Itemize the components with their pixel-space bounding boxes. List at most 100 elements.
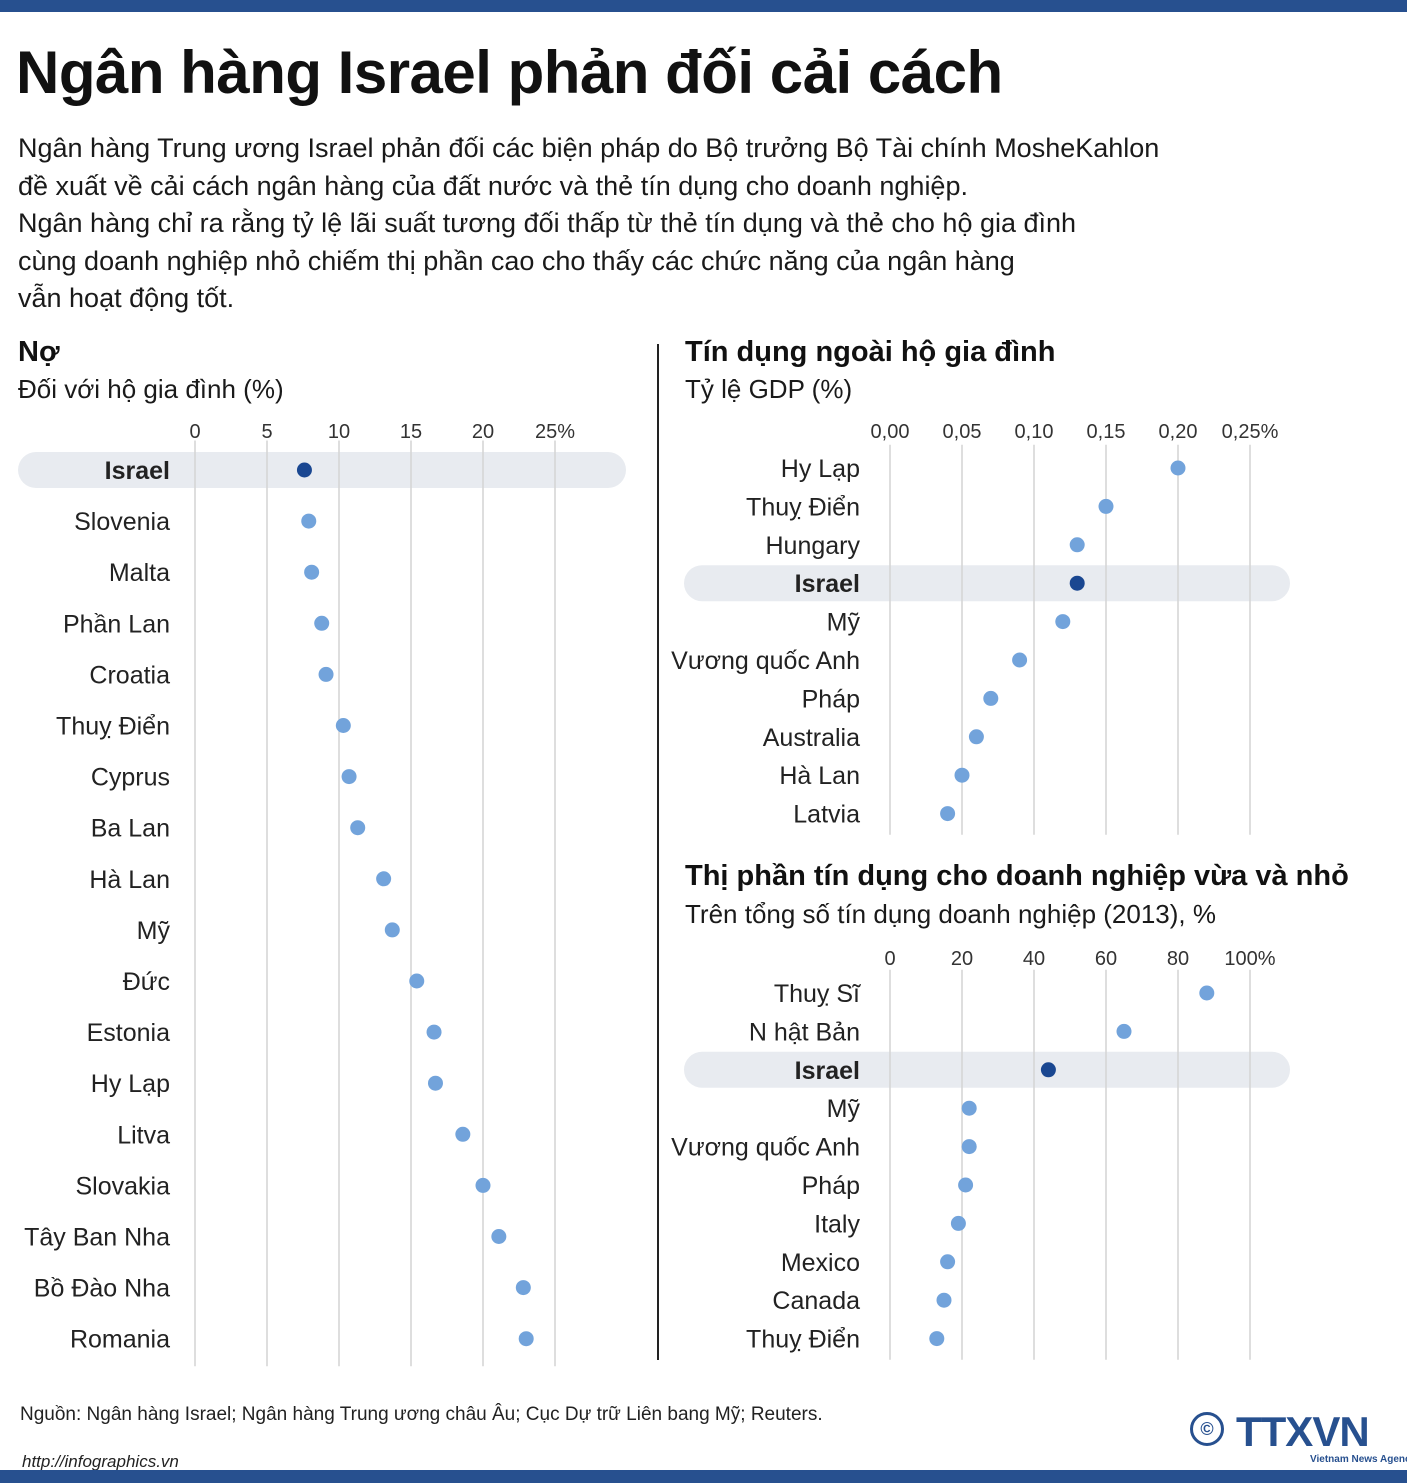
debt-category-label: Bồ Đào Nha	[34, 1275, 170, 1303]
sme-credit-data-point	[961, 1139, 977, 1155]
credit-gdp-category-label: Pháp	[802, 685, 860, 713]
debt-tick-label: 25%	[535, 421, 575, 443]
debt-data-point	[518, 1331, 534, 1347]
credit-gdp-tick-label: 0,00	[871, 421, 910, 443]
debt-data-point	[515, 1280, 531, 1296]
credit-gdp-category-label: Australia	[763, 724, 860, 752]
debt-category-label: Slovenia	[74, 508, 170, 536]
debt-data-point	[318, 666, 334, 682]
sme-credit-data-point	[929, 1331, 945, 1347]
debt-category-label: Thuỵ Điển	[56, 713, 170, 741]
debt-data-point	[301, 513, 317, 529]
intro-paragraph: Ngân hàng Trung ương Israel phản đối các…	[18, 130, 1278, 318]
debt-highlight-band	[18, 452, 626, 488]
copyright-icon: ©	[1190, 1412, 1224, 1446]
debt-data-point	[350, 820, 366, 836]
credit-gdp-category-label: Israel	[795, 570, 860, 598]
credit-gdp-tick-label: 0,05	[943, 421, 982, 443]
sme-credit-data-point	[961, 1100, 977, 1116]
credit-gdp-category-label: Vương quốc Anh	[671, 647, 860, 675]
credit-gdp-data-point	[983, 690, 999, 706]
credit-gdp-category-label: Hà Lan	[779, 762, 860, 790]
credit-gdp-tick-label: 0,15	[1087, 421, 1126, 443]
debt-category-label: Đức	[123, 968, 170, 996]
page-title: Ngân hàng Israel phản đối cải cách	[16, 39, 1003, 106]
sme-credit-category-label: Pháp	[802, 1172, 860, 1200]
debt-category-label: Croatia	[89, 661, 170, 689]
debt-data-point	[409, 973, 425, 989]
sme-credit-tick-label: 60	[1095, 948, 1117, 970]
column-divider	[657, 344, 659, 1360]
logo-tagline: Vietnam News Agency	[1310, 1454, 1407, 1465]
debt-category-label: Cyprus	[91, 764, 170, 792]
debt-data-point	[304, 564, 320, 580]
debt-data-point	[341, 769, 357, 785]
debt-data-point	[491, 1229, 507, 1244]
credit-gdp-data-point	[1170, 460, 1186, 476]
intro-line: cùng doanh nghiệp nhỏ chiếm thị phần cao…	[18, 245, 1015, 276]
debt-tick-label: 20	[472, 421, 494, 443]
debt-tick-label: 5	[261, 421, 272, 443]
debt-category-label: Romania	[70, 1326, 170, 1354]
debt-data-point	[314, 615, 330, 631]
debt-tick-label: 10	[328, 421, 350, 443]
credit-gdp-tick-label: 0,10	[1015, 421, 1054, 443]
credit-gdp-chart-subtitle: Tỷ lệ GDP (%)	[685, 374, 853, 404]
logo-wordmark: TTXVN	[1236, 1408, 1370, 1455]
credit-gdp-category-label: Hungary	[766, 532, 861, 560]
sme-credit-data-point	[950, 1215, 966, 1231]
credit-gdp-data-point	[1055, 614, 1071, 630]
debt-category-label: Hy Lạp	[91, 1070, 170, 1098]
debt-data-point	[335, 718, 351, 733]
sme-credit-category-label: Canada	[772, 1287, 860, 1315]
credit-gdp-data-point	[968, 729, 984, 745]
sme-credit-data-point	[1199, 985, 1215, 1001]
sme-credit-data-point	[940, 1254, 956, 1270]
debt-tick-label: 0	[189, 421, 200, 443]
debt-category-label: Tây Ban Nha	[24, 1224, 170, 1252]
sme-credit-tick-label: 40	[1023, 948, 1045, 970]
sme-credit-category-label: Mexico	[781, 1249, 860, 1277]
credit-gdp-data-point	[940, 806, 956, 822]
intro-line: Ngân hàng Trung ương Israel phản đối các…	[18, 133, 1160, 163]
credit-gdp-tick-label: 0,20	[1159, 421, 1198, 443]
debt-tick-label: 15	[400, 421, 422, 443]
intro-line: vẫn hoạt động tốt.	[18, 283, 235, 313]
debt-data-point	[427, 1075, 443, 1091]
debt-category-label: Malta	[109, 559, 170, 587]
debt-data-point	[475, 1177, 491, 1193]
website-link[interactable]: http://infographics.vn	[22, 1452, 179, 1471]
top-accent-bar	[0, 0, 1407, 12]
credit-gdp-category-label: Mỹ	[827, 609, 861, 637]
sme-credit-category-label: Mỹ	[827, 1095, 861, 1123]
sme-credit-data-point	[936, 1292, 952, 1308]
sme-credit-category-label: N hật Bản	[749, 1018, 860, 1046]
credit-gdp-category-label: Thuỵ Điển	[746, 493, 860, 521]
credit-gdp-category-label: Hy Lạp	[781, 455, 860, 483]
sme-credit-data-point	[1040, 1062, 1056, 1078]
sme-credit-chart-title: Thị phần tín dụng cho doanh nghiệp vừa v…	[685, 860, 1349, 892]
ttxvn-logo: © TTXVN Vietnam News Agency	[1190, 1408, 1407, 1468]
credit-gdp-category-label: Latvia	[793, 801, 860, 829]
sme-credit-tick-label: 80	[1167, 948, 1189, 970]
debt-category-label: Estonia	[87, 1019, 170, 1047]
sme-credit-chart-subtitle: Trên tổng số tín dụng doanh nghiệp (2013…	[685, 899, 1216, 929]
debt-data-point	[296, 462, 312, 478]
bottom-accent-bar	[0, 1470, 1407, 1483]
sme-credit-category-label: Vương quốc Anh	[671, 1134, 860, 1162]
credit-gdp-data-point	[954, 767, 970, 783]
debt-category-label: Slovakia	[76, 1172, 171, 1200]
sme-credit-data-point	[958, 1177, 974, 1193]
debt-category-label: Mỹ	[137, 917, 171, 945]
sme-credit-tick-label: 0	[884, 948, 895, 970]
sme-credit-tick-label: 20	[951, 948, 973, 970]
debt-data-point	[426, 1024, 442, 1040]
debt-chart-subtitle: Đối với hộ gia đình (%)	[18, 374, 284, 404]
credit-gdp-data-point	[1069, 537, 1085, 553]
debt-category-label: Ba Lan	[91, 815, 170, 843]
credit-gdp-tick-label: 0,25%	[1222, 421, 1279, 443]
debt-chart-title: Nợ	[18, 336, 60, 368]
